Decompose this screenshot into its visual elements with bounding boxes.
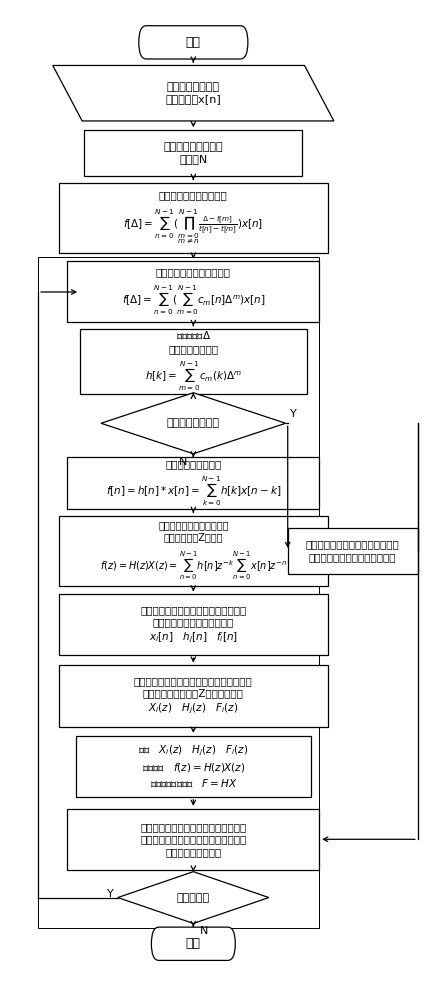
FancyBboxPatch shape bbox=[80, 329, 307, 394]
Text: 由矩阵表达式中各矩阵元素的运算关系
得到基于拉格朗日插值的高速并行多路
分数延时滤波器结构: 由矩阵表达式中各矩阵元素的运算关系 得到基于拉格朗日插值的高速并行多路 分数延时… bbox=[140, 822, 246, 857]
FancyBboxPatch shape bbox=[139, 26, 248, 59]
Text: 用最新计算出来的滤波器系数替换
掉已有结构中原来的滤波器系数: 用最新计算出来的滤波器系数替换 掉已有结构中原来的滤波器系数 bbox=[306, 540, 399, 562]
Text: Y: Y bbox=[290, 409, 297, 419]
Text: 开始: 开始 bbox=[186, 36, 201, 49]
Text: N: N bbox=[200, 926, 208, 936]
FancyBboxPatch shape bbox=[67, 809, 319, 870]
FancyBboxPatch shape bbox=[67, 261, 319, 322]
Text: 将拉格朗日插值函数展开：
$f[\Delta]=\sum_{n=0}^{N-1}(\sum_{m=0}^{N-1}c_m[n]\Delta^m)x[n]$: 将拉格朗日插值函数展开： $f[\Delta]=\sum_{n=0}^{N-1}… bbox=[121, 267, 265, 317]
Text: Y: Y bbox=[107, 889, 114, 899]
Text: 将：$\quad X_i(z)\quad H_j(z)\quad F_i(z)$
带入到：$\quad f(z)=H(z)X(z)$
得到矩阵表示式：$\qua: 将：$\quad X_i(z)\quad H_j(z)\quad F_i(z)$… bbox=[138, 744, 249, 789]
FancyBboxPatch shape bbox=[59, 594, 328, 655]
Text: 输入要进行分数延
时的数据：x[n]: 输入要进行分数延 时的数据：x[n] bbox=[166, 82, 221, 104]
FancyBboxPatch shape bbox=[76, 736, 311, 797]
Text: 确定分数延时滤波器
阶数：N: 确定分数延时滤波器 阶数：N bbox=[163, 142, 223, 165]
Polygon shape bbox=[118, 872, 269, 923]
FancyBboxPatch shape bbox=[67, 457, 319, 509]
FancyBboxPatch shape bbox=[59, 516, 328, 586]
FancyBboxPatch shape bbox=[59, 183, 328, 253]
Text: 构造横向滤波结构：
$f[n]=h[n]*x[n]=\sum_{k=0}^{N-1}h[k]x[n-k]$: 构造横向滤波结构： $f[n]=h[n]*x[n]=\sum_{k=0}^{N-… bbox=[106, 459, 281, 508]
Text: 在时域上对输入数据、滤波器系数、输
出数据进行分路处理，得到：
$x_i[n]\quad h_j[n]\quad f_i[n]$: 在时域上对输入数据、滤波器系数、输 出数据进行分路处理，得到： $x_i[n]\… bbox=[140, 605, 246, 645]
Text: 构造拉格朗日插值函数：
$f[\Delta]=\sum_{n=0}^{N-1}(\prod_{\substack{m=0 \\ m\neq n}}^{N-1}\: 构造拉格朗日插值函数： $f[\Delta]=\sum_{n=0}^{N-1}(… bbox=[123, 190, 264, 246]
FancyBboxPatch shape bbox=[59, 665, 328, 727]
Polygon shape bbox=[101, 393, 286, 454]
FancyBboxPatch shape bbox=[288, 528, 418, 574]
Text: 延时量改变: 延时量改变 bbox=[177, 893, 210, 903]
Text: 对输入数据、滤波器系数、
输出数据进行Z变换：
$f(z)=H(z)X(z)=\sum_{n=0}^{N-1}h[n]z^{-k}\sum_{n=0}^{N-1: 对输入数据、滤波器系数、 输出数据进行Z变换： $f(z)=H(z)X(z)=\… bbox=[100, 520, 287, 582]
FancyBboxPatch shape bbox=[84, 130, 302, 176]
Text: 对在时域上分路处理过的输入数据、滤波器
系数、输出数据进行Z变换，得到：
$X_i(z)\quad H_j(z)\quad F_i(z)$: 对在时域上分路处理过的输入数据、滤波器 系数、输出数据进行Z变换，得到： $X_… bbox=[134, 676, 253, 716]
Text: 带入延时量$\Delta$
求解滤波器系数：
$h[k]=\sum_{m=0}^{N-1}c_m(k)\Delta^m$: 带入延时量$\Delta$ 求解滤波器系数： $h[k]=\sum_{m=0}^… bbox=[145, 330, 242, 393]
Polygon shape bbox=[53, 65, 334, 121]
Text: N: N bbox=[179, 457, 187, 467]
Text: 结束: 结束 bbox=[186, 937, 201, 950]
FancyBboxPatch shape bbox=[151, 927, 235, 960]
Text: 已有并行多路结构: 已有并行多路结构 bbox=[167, 418, 220, 428]
